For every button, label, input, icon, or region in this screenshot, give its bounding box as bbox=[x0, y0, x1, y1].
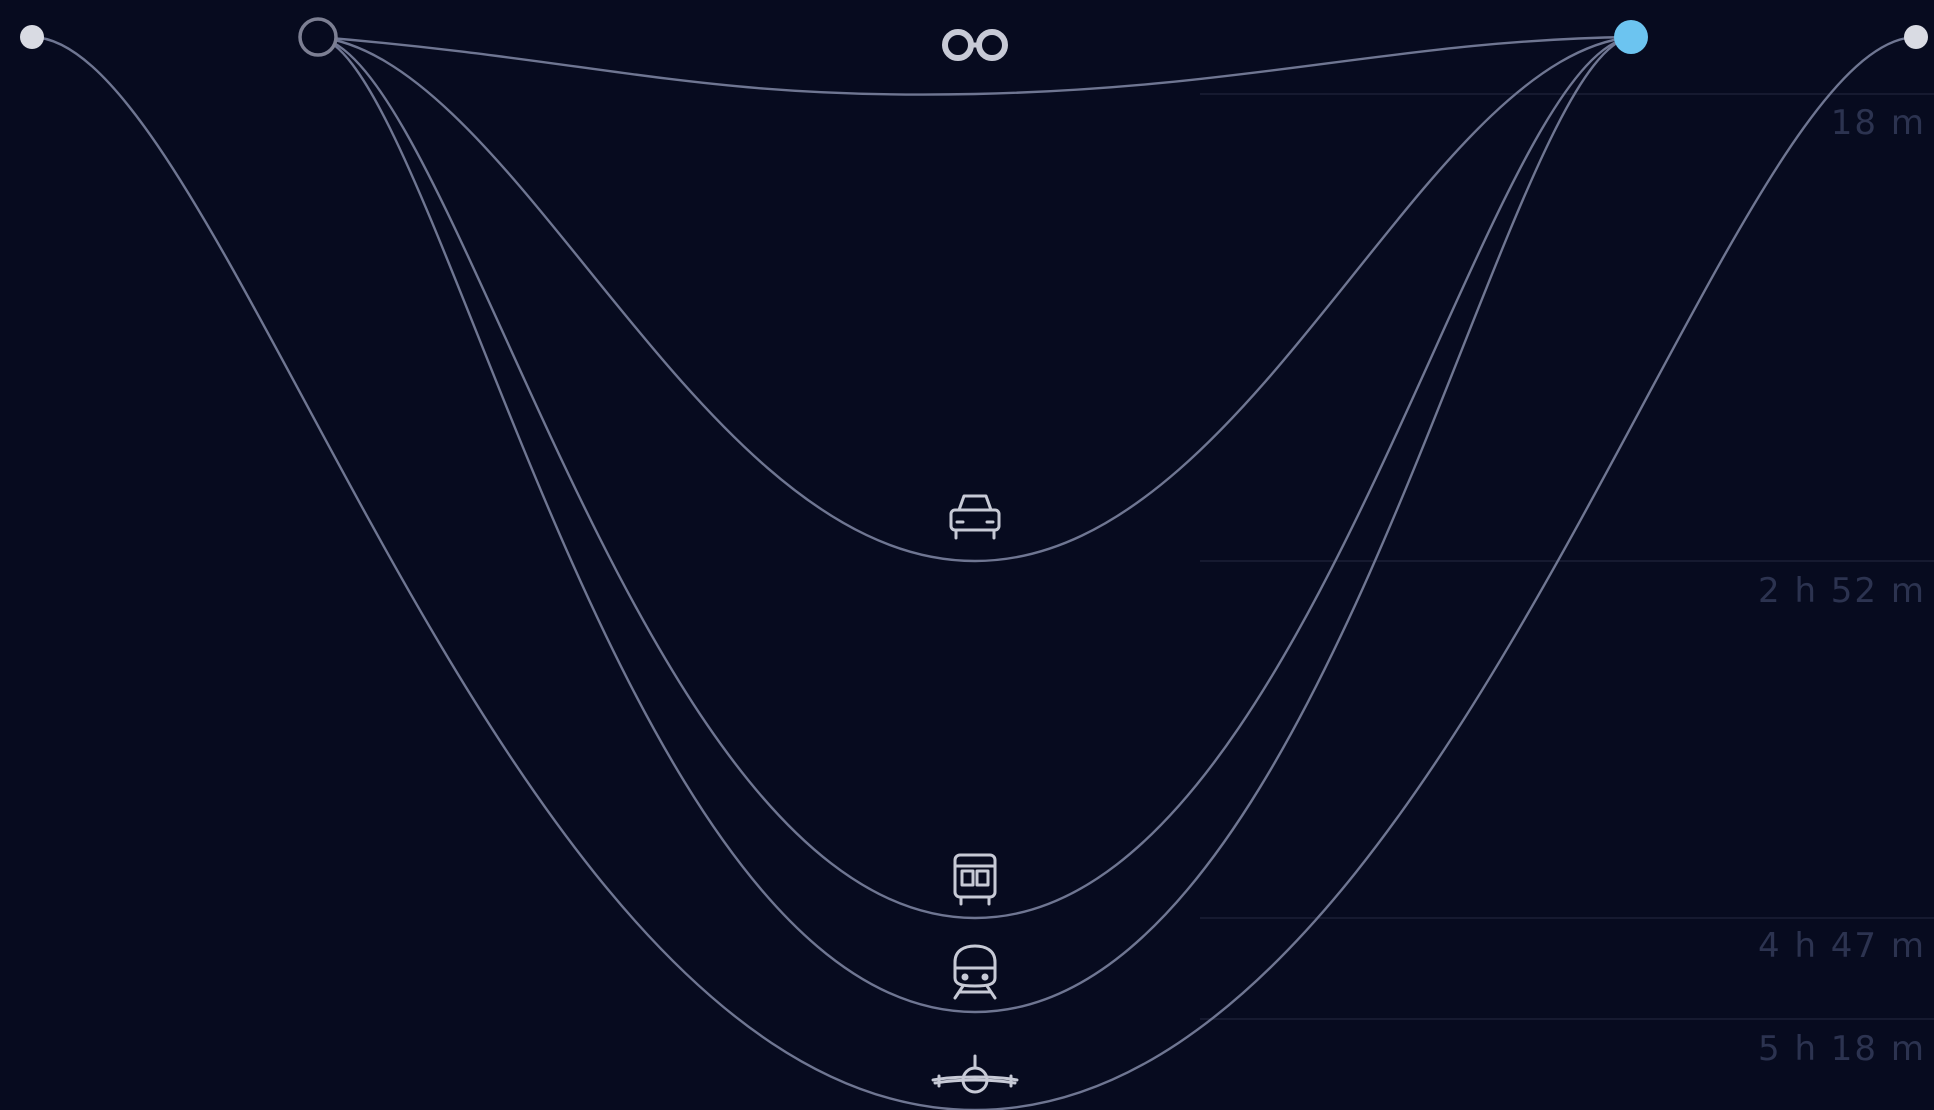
duration-label-car: 2 h 52 m bbox=[1758, 571, 1926, 611]
route-curve-bus bbox=[317, 35, 1632, 920]
node-outer-start bbox=[20, 25, 44, 49]
node-outer-end bbox=[1904, 25, 1928, 49]
node-inner-end bbox=[1614, 20, 1648, 54]
bicycle-icon bbox=[942, 29, 1008, 61]
train-icon bbox=[953, 944, 997, 1000]
mode-icons bbox=[931, 29, 1019, 1094]
route-curve-plane bbox=[31, 35, 1917, 1110]
node-inner-start bbox=[298, 17, 338, 57]
duration-guides bbox=[1200, 93, 1934, 1020]
duration-label-train: 4 h 47 m bbox=[1758, 926, 1926, 966]
car-icon bbox=[949, 494, 1001, 540]
duration-label-plane: 5 h 18 m bbox=[1758, 1029, 1926, 1069]
route-curve-bike bbox=[317, 35, 1632, 96]
bus-icon bbox=[953, 853, 997, 906]
endpoint-nodes bbox=[20, 17, 1928, 57]
duration-label-bike: 18 m bbox=[1831, 103, 1926, 143]
plane-icon bbox=[931, 1054, 1019, 1094]
route-curve-car bbox=[317, 35, 1632, 563]
route-curves bbox=[31, 35, 1917, 1110]
duration-labels: 18 m 2 h 52 m 4 h 47 m 5 h 18 m bbox=[1758, 103, 1926, 1069]
route-curve-train bbox=[317, 35, 1632, 1014]
